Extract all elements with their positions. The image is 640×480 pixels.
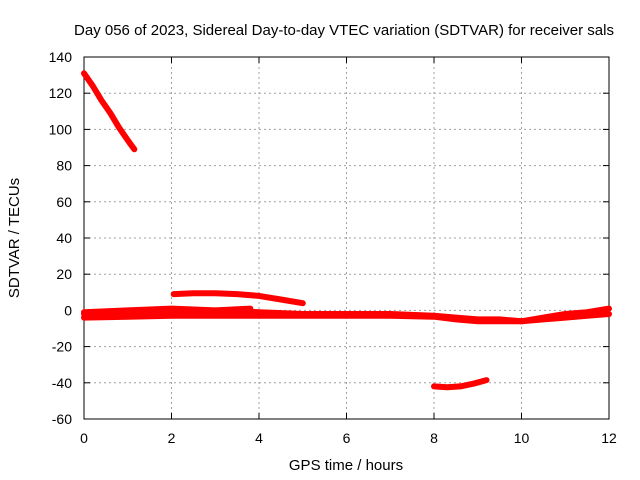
x-tick-label: 2 xyxy=(168,430,176,446)
chart-title: Day 056 of 2023, Sidereal Day-to-day VTE… xyxy=(74,22,614,39)
x-tick-label: 4 xyxy=(255,430,263,446)
axis-ticks xyxy=(83,56,610,420)
y-tick-label: -60 xyxy=(52,411,72,427)
y-tick-label: -20 xyxy=(52,339,72,355)
x-tick-label: 0 xyxy=(80,430,88,446)
y-tick-label: 140 xyxy=(49,49,73,65)
y-axis-label: SDTVAR / TECUs xyxy=(6,178,23,298)
y-tick-label: 120 xyxy=(49,85,73,101)
x-axis-label: GPS time / hours xyxy=(289,457,403,474)
x-tick-label: 12 xyxy=(601,430,617,446)
grid xyxy=(84,57,609,419)
series-line-5 xyxy=(81,305,254,317)
series-group xyxy=(81,70,612,391)
y-tick-label: 100 xyxy=(49,121,73,137)
series-line-2 xyxy=(170,290,306,307)
x-tick-label: 10 xyxy=(514,430,530,446)
y-tick-label: 0 xyxy=(64,302,72,318)
x-tick-label: 6 xyxy=(343,430,351,446)
y-tick-label: 60 xyxy=(56,194,72,210)
x-tick-label: 8 xyxy=(430,430,438,446)
series-line-6 xyxy=(431,377,490,391)
x-tick-labels: 0 2 4 6 8 10 12 xyxy=(80,430,617,446)
y-tick-labels: -60 -40 -20 0 20 40 60 80 100 120 140 xyxy=(49,49,73,427)
series-line-4 xyxy=(81,311,612,325)
y-tick-label: -40 xyxy=(52,375,72,391)
y-tick-label: 20 xyxy=(56,266,72,282)
y-tick-label: 40 xyxy=(56,230,72,246)
y-tick-label: 80 xyxy=(56,158,72,174)
series-line-1 xyxy=(81,70,138,153)
